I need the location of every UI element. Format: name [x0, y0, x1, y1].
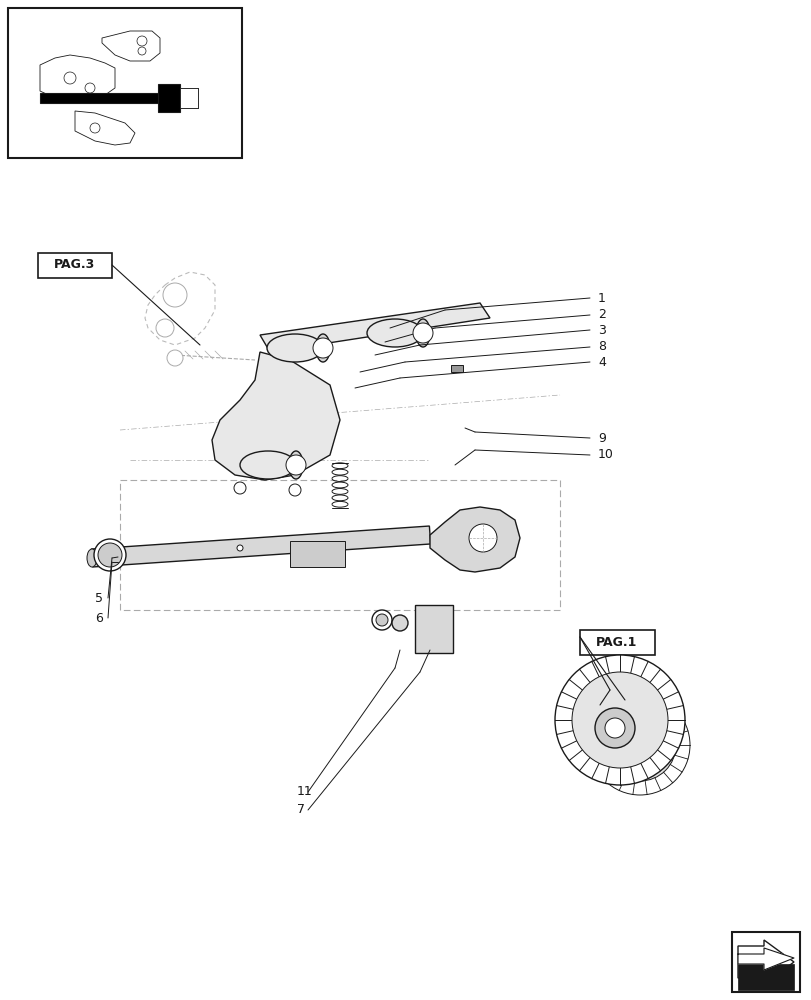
- Circle shape: [312, 338, 333, 358]
- Polygon shape: [92, 526, 430, 567]
- Bar: [180, 88, 198, 108]
- Circle shape: [469, 524, 496, 552]
- Polygon shape: [737, 940, 793, 984]
- Circle shape: [603, 709, 676, 781]
- Bar: [158, 84, 180, 112]
- Circle shape: [64, 72, 76, 84]
- Circle shape: [163, 283, 187, 307]
- Circle shape: [375, 614, 388, 626]
- Ellipse shape: [315, 334, 329, 362]
- Circle shape: [137, 36, 147, 46]
- Text: 5: 5: [95, 591, 103, 604]
- Ellipse shape: [87, 549, 97, 567]
- Bar: [737, 964, 793, 990]
- Circle shape: [90, 123, 100, 133]
- Circle shape: [234, 482, 246, 494]
- Circle shape: [156, 319, 174, 337]
- Text: 6: 6: [95, 611, 103, 624]
- Text: 3: 3: [597, 324, 605, 336]
- Circle shape: [371, 610, 392, 630]
- Ellipse shape: [267, 334, 323, 362]
- Polygon shape: [212, 352, 340, 480]
- Polygon shape: [75, 111, 135, 145]
- Circle shape: [237, 545, 242, 551]
- Circle shape: [289, 484, 301, 496]
- Circle shape: [571, 672, 667, 768]
- Bar: [731, 932, 799, 992]
- Polygon shape: [737, 948, 793, 970]
- Text: 11: 11: [297, 785, 312, 798]
- Text: PAG.1: PAG.1: [595, 636, 637, 648]
- Text: 2: 2: [597, 308, 605, 322]
- Circle shape: [138, 47, 146, 55]
- Circle shape: [594, 708, 634, 748]
- Bar: [8, 8, 242, 158]
- Polygon shape: [260, 303, 489, 352]
- Bar: [450, 365, 462, 372]
- Bar: [414, 605, 453, 653]
- Polygon shape: [40, 55, 115, 103]
- Ellipse shape: [415, 319, 430, 347]
- Circle shape: [167, 350, 182, 366]
- Circle shape: [554, 655, 684, 785]
- Text: PAG.3: PAG.3: [54, 258, 96, 271]
- Text: 1: 1: [597, 292, 605, 304]
- Bar: [579, 630, 654, 655]
- Bar: [40, 93, 169, 103]
- Circle shape: [590, 695, 689, 795]
- Text: 9: 9: [597, 432, 605, 444]
- Text: 7: 7: [297, 803, 305, 816]
- Polygon shape: [102, 31, 160, 61]
- Circle shape: [94, 539, 126, 571]
- Text: 4: 4: [597, 356, 605, 368]
- Text: 10: 10: [597, 448, 613, 462]
- Ellipse shape: [240, 451, 296, 479]
- Circle shape: [285, 455, 306, 475]
- Polygon shape: [430, 507, 519, 572]
- Text: 8: 8: [597, 340, 605, 354]
- Circle shape: [98, 543, 122, 567]
- Bar: [38, 253, 112, 278]
- Ellipse shape: [289, 451, 303, 479]
- Circle shape: [392, 615, 407, 631]
- Circle shape: [604, 718, 624, 738]
- Polygon shape: [290, 541, 345, 567]
- Circle shape: [85, 83, 95, 93]
- Circle shape: [413, 323, 432, 343]
- Ellipse shape: [367, 319, 423, 347]
